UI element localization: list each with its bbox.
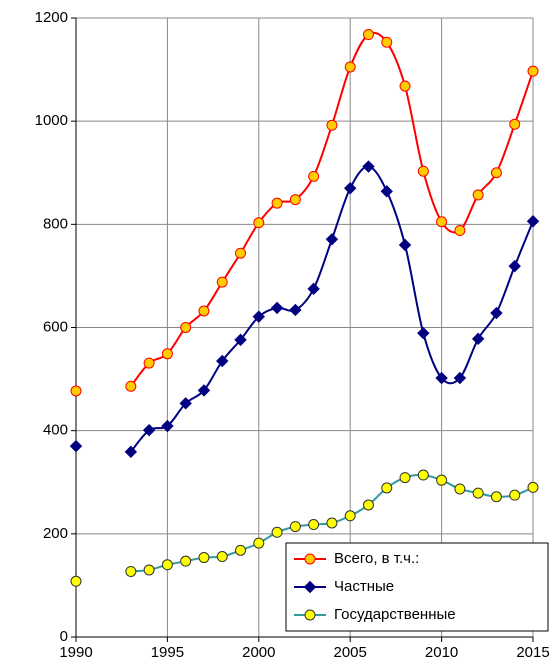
marker	[271, 197, 283, 209]
marker	[417, 326, 430, 340]
marker	[343, 182, 357, 195]
marker	[179, 397, 192, 410]
x-tick-label: 2010	[425, 644, 458, 661]
marker	[304, 553, 316, 565]
y-tick-label: 0	[60, 628, 68, 645]
marker	[216, 276, 228, 288]
marker	[70, 385, 82, 397]
marker	[435, 371, 448, 385]
marker	[124, 445, 138, 459]
y-tick-label: 800	[43, 215, 68, 232]
legend-label: Всего, в т.ч.:	[334, 550, 419, 567]
marker	[490, 306, 503, 320]
marker	[304, 609, 316, 621]
marker	[454, 483, 466, 495]
marker	[270, 301, 284, 315]
x-tick-label: 1995	[151, 644, 184, 661]
marker	[125, 380, 137, 392]
marker	[399, 472, 411, 484]
marker	[198, 305, 210, 317]
marker	[398, 238, 412, 252]
y-tick-label: 200	[43, 525, 68, 542]
marker	[472, 189, 484, 201]
marker	[325, 233, 339, 246]
marker	[399, 80, 411, 92]
marker	[527, 481, 539, 493]
marker	[143, 564, 155, 576]
marker	[142, 423, 156, 437]
legend-label: Частные	[334, 578, 394, 595]
marker	[308, 519, 320, 531]
x-tick-label: 1990	[59, 644, 92, 661]
marker	[180, 322, 192, 333]
marker	[289, 303, 302, 317]
marker	[235, 247, 247, 259]
marker	[161, 419, 174, 433]
x-tick-label: 2000	[242, 644, 275, 661]
marker	[198, 552, 210, 564]
marker	[289, 521, 301, 533]
marker	[490, 167, 502, 179]
marker	[271, 526, 283, 538]
marker	[143, 357, 155, 369]
marker	[472, 487, 484, 499]
legend-label: Государственные	[334, 606, 456, 623]
marker	[380, 185, 393, 198]
marker	[509, 118, 521, 130]
marker	[490, 491, 502, 503]
legend: Всего, в т.ч.: Частные Государственные	[285, 542, 549, 632]
marker	[289, 194, 301, 206]
x-tick-label: 2005	[334, 644, 367, 661]
marker	[362, 499, 374, 511]
marker	[381, 36, 393, 48]
marker	[454, 225, 466, 237]
marker	[453, 371, 467, 385]
marker	[161, 348, 173, 360]
legend-box	[285, 542, 549, 632]
marker	[216, 551, 228, 563]
marker	[216, 354, 229, 368]
marker	[125, 565, 137, 577]
marker	[308, 170, 320, 182]
x-tick-label: 2015	[516, 644, 549, 661]
marker	[417, 165, 429, 177]
marker	[253, 537, 265, 549]
marker	[303, 580, 317, 594]
marker	[362, 29, 374, 41]
marker	[344, 510, 356, 522]
series-line	[130, 165, 534, 453]
marker	[509, 489, 521, 501]
y-tick-label: 1000	[35, 112, 68, 129]
marker	[344, 61, 356, 73]
marker	[307, 282, 320, 296]
marker	[252, 310, 266, 323]
marker	[70, 575, 82, 587]
marker	[235, 544, 247, 556]
y-tick-label: 400	[43, 422, 68, 439]
marker	[253, 217, 265, 229]
marker	[526, 215, 540, 228]
marker	[527, 65, 539, 77]
marker	[161, 559, 173, 571]
marker	[508, 259, 521, 273]
marker	[436, 216, 448, 228]
marker	[180, 555, 192, 567]
marker	[69, 439, 83, 453]
y-tick-label: 600	[43, 318, 68, 335]
marker	[197, 384, 211, 397]
marker	[471, 332, 485, 346]
marker	[381, 482, 393, 494]
y-tick-label: 1200	[35, 9, 68, 26]
marker	[436, 474, 448, 486]
marker	[417, 469, 429, 481]
marker	[326, 517, 338, 529]
series-line	[130, 31, 534, 387]
marker	[362, 160, 375, 173]
marker	[234, 333, 247, 347]
marker	[326, 119, 338, 131]
